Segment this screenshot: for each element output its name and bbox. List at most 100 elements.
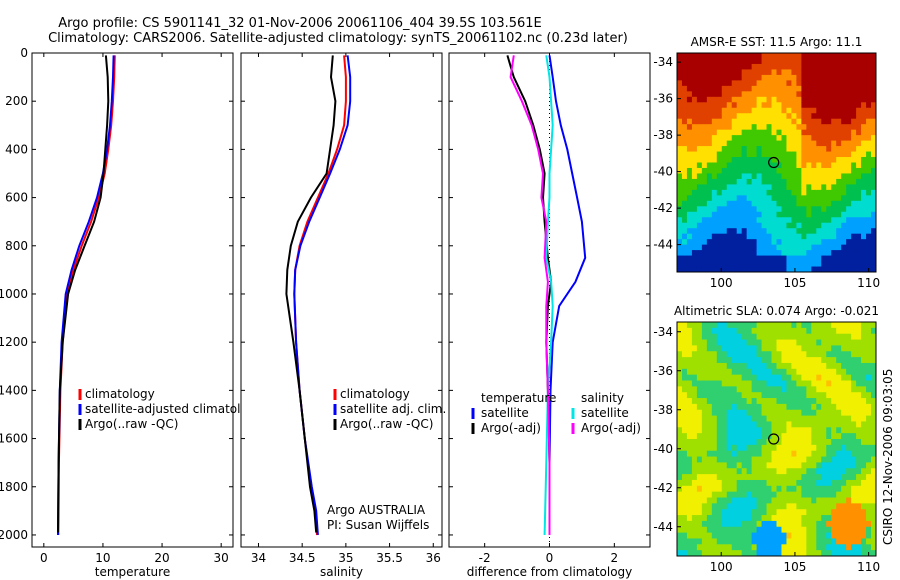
heatmap-cell (731, 538, 738, 545)
heatmap-cell (861, 345, 867, 352)
heatmap-cell (846, 468, 852, 475)
heatmap-cell (711, 266, 718, 273)
heatmap-cell (836, 403, 842, 411)
heatmap-cell (761, 450, 768, 458)
heatmap-cell (771, 345, 777, 352)
heatmap-cell (836, 200, 842, 207)
heatmap-cell (796, 380, 802, 387)
heatmap-cell (677, 327, 683, 335)
heatmap-cell (701, 140, 708, 147)
heatmap-cell (791, 362, 797, 370)
heatmap-cell (691, 515, 698, 522)
heatmap-cell (776, 255, 782, 262)
heatmap-cell (741, 118, 748, 125)
heatmap-cell (681, 173, 688, 180)
heatmap-cell (811, 74, 817, 81)
heatmap-cell (866, 85, 872, 92)
heatmap-cell (686, 167, 693, 174)
heatmap-cell (846, 538, 852, 545)
heatmap-cell (726, 456, 733, 463)
heatmap-cell (711, 433, 718, 440)
heatmap-cell (811, 427, 817, 434)
heatmap-cell (871, 415, 877, 422)
heatmap-cell (716, 129, 723, 136)
heatmap-cell (756, 479, 763, 487)
heatmap-cell (826, 69, 832, 76)
heatmap-cell (721, 526, 728, 534)
heatmap-cell (716, 266, 723, 273)
heatmap-cell (806, 421, 812, 428)
heatmap-cell (761, 102, 768, 109)
heatmap-cell (786, 497, 792, 504)
heatmap-cell (726, 91, 733, 98)
heatmap-cell (766, 135, 773, 142)
heatmap-cell (691, 456, 698, 463)
heatmap-cell (731, 250, 738, 257)
heatmap-cell (691, 255, 698, 262)
heatmap-cell (741, 102, 748, 109)
heatmap-cell (816, 368, 822, 376)
heatmap-cell (711, 85, 718, 92)
x-tick-label: 105 (783, 276, 806, 290)
heatmap-cell (821, 538, 827, 545)
heatmap-cell (851, 146, 857, 153)
heatmap-cell (761, 491, 768, 498)
heatmap-cell (721, 550, 728, 557)
heatmap-cell (741, 491, 748, 498)
heatmap-cell (816, 96, 822, 103)
heatmap-cell (826, 322, 832, 329)
heatmap-cell (746, 157, 753, 163)
heatmap-cell (856, 151, 862, 158)
heatmap-cell (761, 357, 768, 364)
heatmap-cell (801, 107, 807, 114)
heatmap-cell (826, 211, 832, 218)
heatmap-cell (736, 266, 743, 273)
x-tick-label: 36 (426, 551, 441, 565)
heatmap-cell (791, 520, 797, 528)
heatmap-cell (681, 239, 688, 246)
heatmap-cell (716, 339, 723, 346)
heatmap-cell (677, 228, 683, 235)
heatmap-cell (816, 255, 822, 262)
heatmap-cell (681, 189, 688, 196)
heatmap-cell (681, 339, 688, 346)
heatmap-cell (701, 244, 708, 251)
heatmap-cell (677, 222, 683, 229)
heatmap-cell (831, 53, 837, 59)
heatmap-cell (861, 415, 867, 422)
heatmap-cell (841, 468, 847, 475)
heatmap-cell (806, 239, 812, 246)
x-tick-label: 35.5 (376, 551, 403, 565)
heatmap-cell (826, 129, 832, 136)
heatmap-cell (701, 544, 708, 551)
heatmap-cell (736, 520, 743, 528)
heatmap-cell (766, 550, 773, 557)
heatmap-cell (761, 53, 768, 59)
heatmap-cell (741, 532, 748, 539)
heatmap-cell (871, 80, 877, 87)
heatmap-cell (731, 380, 738, 387)
heatmap-cell (791, 497, 797, 504)
heatmap-cell (736, 362, 743, 370)
heatmap-cell (811, 189, 817, 196)
heatmap-cell (796, 550, 802, 557)
heatmap-cell (731, 184, 738, 191)
heatmap-cell (746, 503, 753, 510)
heatmap-cell (841, 532, 847, 539)
heatmap-cell (771, 140, 777, 147)
heatmap-cell (826, 167, 832, 174)
heatmap-cell (681, 135, 688, 142)
heatmap-cell (796, 178, 802, 185)
heatmap-cell (781, 53, 787, 59)
heatmap-cell (791, 151, 797, 158)
heatmap-cell (821, 157, 827, 163)
heatmap-cell (831, 217, 837, 224)
heatmap-cell (726, 233, 733, 240)
heatmap-cell (871, 322, 877, 329)
heatmap-cell (726, 129, 733, 136)
heatmap-cell (711, 222, 718, 229)
heatmap-cell (677, 357, 683, 364)
heatmap-cell (756, 439, 763, 446)
heatmap-cell (756, 339, 763, 346)
heatmap-cell (741, 135, 748, 142)
